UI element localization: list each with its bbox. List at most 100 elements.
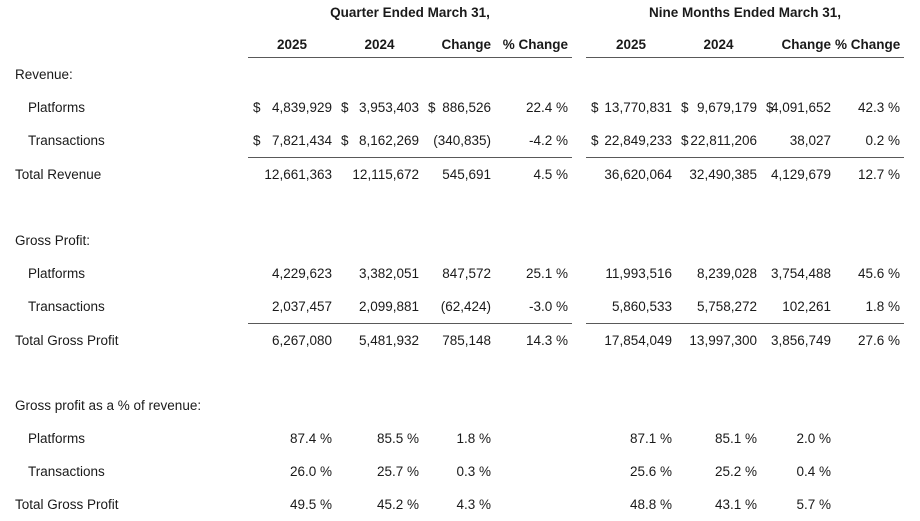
cell-q2025: 87.4 % (289, 431, 332, 446)
cell-q2025: $4,839,929 (253, 100, 332, 115)
cell-n2024: 85.1 % (714, 431, 757, 446)
col-header-n-pct-change: % Change (835, 37, 901, 52)
cell-q2024: 5,481,932 (358, 333, 419, 348)
cell-q2024: 3,382,051 (358, 266, 419, 281)
cell-n2024: 8,239,028 (696, 266, 757, 281)
cell-n2024: 32,490,385 (689, 167, 757, 182)
cell-q-change: 545,691 (442, 167, 491, 182)
cell-n-pct-change: 1.8 % (865, 299, 900, 314)
col-header-q-2024: 2024 (364, 37, 395, 52)
cell-q2024: $8,162,269 (341, 133, 419, 148)
col-header-n-2025: 2025 (615, 37, 647, 52)
header-rule (0, 57, 920, 58)
row-label: Platforms (28, 100, 86, 115)
table-row-pct-transactions: Transactions 26.0 % 25.7 % 0.3 % 25.6 % … (0, 455, 920, 488)
col-header-n-2024: 2024 (703, 37, 734, 52)
dollar-sign: $ (341, 133, 349, 148)
cell-n2025: 11,993,516 (605, 266, 672, 281)
row-label: Transactions (28, 133, 105, 148)
cell-n-change: 3,754,488 (770, 266, 831, 281)
cell-n-change: $4,091,652 (766, 100, 831, 115)
cell-q-change: (340,835) (433, 133, 491, 148)
period-group-header-row: Quarter Ended March 31, Nine Months Ende… (0, 0, 920, 20)
section-heading-gp-pct-revenue: Gross profit as a % of revenue: (0, 389, 920, 422)
cell-n-pct-change: 0.2 % (865, 133, 900, 148)
dollar-sign: $ (428, 100, 436, 115)
cell-n-change: 102,261 (782, 299, 831, 314)
table-row-revenue-transactions: Transactions $7,821,434 $8,162,269 (340,… (0, 124, 920, 157)
dollar-sign: $ (591, 133, 599, 148)
cell-q-change: 1.8 % (456, 431, 491, 446)
cell-q-change: 4.3 % (456, 497, 491, 512)
cell-q-pct-change: 25.1 % (525, 266, 568, 281)
row-label: Platforms (28, 431, 86, 446)
cell-q2025: 4,229,623 (271, 266, 332, 281)
cell-q2024: 45.2 % (376, 497, 419, 512)
row-label: Transactions (28, 299, 105, 314)
cell-q2025: 12,661,363 (264, 167, 332, 182)
cell-q2025: 49.5 % (289, 497, 332, 512)
dollar-sign: $ (341, 100, 349, 115)
col-group-quarter: Quarter Ended March 31, (330, 4, 490, 20)
cell-n-change: 38,027 (789, 133, 831, 148)
cell-q-change: 0.3 % (456, 464, 491, 479)
cell-n-change: 5.7 % (796, 497, 831, 512)
row-label: Transactions (28, 464, 105, 479)
cell-n2025: 17,854,049 (604, 333, 672, 348)
total-revenue-rule (0, 157, 920, 158)
cell-q-change: (62,424) (440, 299, 491, 314)
section-heading-revenue: Revenue: (0, 58, 920, 91)
dollar-sign: $ (253, 100, 261, 115)
table-row-pct-platforms: Platforms 87.4 % 85.5 % 1.8 % 87.1 % 85.… (0, 422, 920, 455)
cell-q2024: 2,099,881 (358, 299, 419, 314)
cell-q-pct-change: 14.3 % (525, 333, 568, 348)
cell-n-change: 4,129,679 (770, 167, 831, 182)
cell-q2024: 12,115,672 (352, 167, 419, 182)
cell-n2025: 5,860,533 (611, 299, 672, 314)
cell-q2025: 26.0 % (289, 464, 332, 479)
cell-n-change: 2.0 % (796, 431, 831, 446)
cell-q-change: 847,572 (442, 266, 491, 281)
cell-n-pct-change: 27.6 % (857, 333, 900, 348)
table-row-gp-platforms: Platforms 4,229,623 3,382,051 847,572 25… (0, 257, 920, 290)
table-row-gp-transactions: Transactions 2,037,457 2,099,881 (62,424… (0, 290, 920, 323)
table-row-revenue-platforms: Platforms $4,839,929 $3,953,403 $886,526… (0, 91, 920, 124)
cell-n-pct-change: 45.6 % (857, 266, 900, 281)
row-label: Platforms (28, 266, 86, 281)
cell-n-change: 3,856,749 (770, 333, 831, 348)
cell-n2025: $22,849,233 (591, 133, 672, 148)
row-label: Total Gross Profit (15, 333, 119, 348)
cell-n2025: $13,770,831 (591, 100, 672, 115)
dollar-sign: $ (591, 100, 599, 115)
cell-n2024: 13,997,300 (689, 333, 757, 348)
cell-n2025: 36,620,064 (604, 167, 672, 182)
dollar-sign: $ (681, 133, 689, 148)
cell-n2024: 5,758,272 (696, 299, 757, 314)
section-heading-gross-profit: Gross Profit: (0, 224, 920, 257)
section-heading-label: Gross Profit: (15, 233, 91, 248)
cell-q2025: 6,267,080 (271, 333, 332, 348)
cell-q2024: 25.7 % (376, 464, 419, 479)
cell-n2024: $22,811,206 (681, 133, 757, 148)
cell-q2024: 85.5 % (376, 431, 419, 446)
cell-q2024: $3,953,403 (341, 100, 419, 115)
cell-n-pct-change: 42.3 % (857, 100, 900, 115)
cell-q2025: 2,037,457 (271, 299, 332, 314)
cell-n-change: 0.4 % (796, 464, 831, 479)
cell-q-change: 785,148 (442, 333, 491, 348)
col-header-q-2025: 2025 (276, 37, 308, 52)
cell-q-pct-change: -3.0 % (528, 299, 568, 314)
cell-q2025: $7,821,434 (253, 133, 332, 148)
cell-n2025: 87.1 % (629, 431, 672, 446)
cell-n2024: 25.2 % (714, 464, 757, 479)
col-header-n-change: Change (781, 37, 831, 52)
col-group-nine-months: Nine Months Ended March 31, (648, 4, 842, 20)
cell-q-pct-change: 4.5 % (533, 167, 568, 182)
dollar-sign: $ (766, 100, 774, 115)
cell-q-pct-change: -4.2 % (528, 133, 568, 148)
cell-q-change: $886,526 (428, 100, 491, 115)
table-row-pct-total-gross-profit: Total Gross Profit 49.5 % 45.2 % 4.3 % 4… (0, 488, 920, 521)
section-heading-label: Gross profit as a % of revenue: (15, 398, 202, 413)
cell-n2025: 48.8 % (629, 497, 672, 512)
cell-n2024: $9,679,179 (681, 100, 757, 115)
